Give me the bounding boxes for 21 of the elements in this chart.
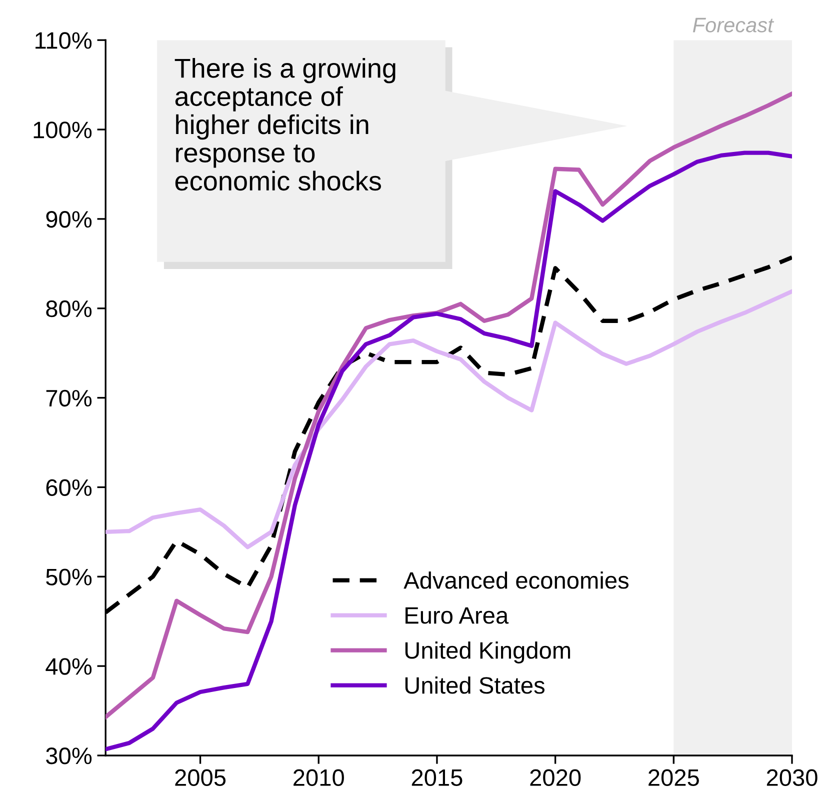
legend-label: United States [405,676,544,694]
legend-label: Euro Area [406,607,509,624]
annotation: There is a growing acceptance of higher deficits in response to economic shocks [174,58,396,191]
y-tick-label: 100% [34,122,92,138]
y-tick-label: 40% [46,658,92,675]
x-tick-label: 2020 [530,769,581,786]
x-tick-label: 2010 [294,769,344,786]
y-tick-label: 80% [46,300,92,318]
legend-label: United Kingdom [405,641,570,664]
y-tick-label: 30% [46,748,92,764]
x-tick-label: 2030 [766,769,818,786]
band-label: Forecast [692,18,774,32]
x-tick-label: 2015 [412,769,462,786]
y-tick-label: 70% [46,390,92,407]
y-tick-label: 110% [36,32,92,49]
x-tick-label: 2025 [648,769,699,786]
y-tick-label: 60% [46,479,92,496]
y-tick-label: 90% [46,211,92,228]
y-tick-label: 50% [46,568,92,586]
x-tick-label: 2005 [175,769,226,786]
legend-label: Advanced economies [404,571,629,589]
